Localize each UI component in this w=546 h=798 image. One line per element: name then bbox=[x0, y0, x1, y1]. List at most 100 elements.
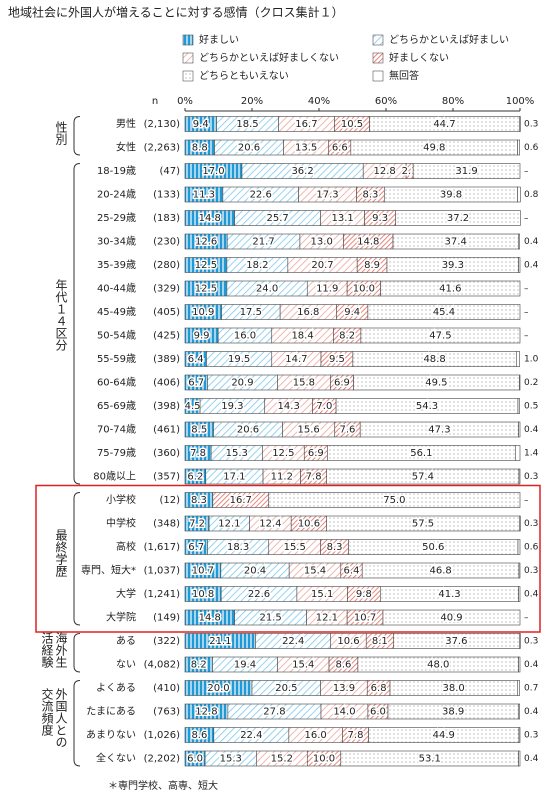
row-n: (2,202) bbox=[144, 754, 181, 765]
value-label: 6.0 bbox=[370, 707, 386, 718]
value-label: 49.8 bbox=[423, 143, 445, 154]
value-label: 8.2 bbox=[339, 331, 355, 342]
value-label: 40.9 bbox=[440, 613, 462, 624]
value-label: 20.5 bbox=[275, 683, 297, 694]
value-label: 0.8 bbox=[524, 190, 539, 200]
bar-segment bbox=[517, 680, 520, 696]
value-label: 0.3 bbox=[524, 566, 538, 576]
x-tick-label: 100% bbox=[506, 96, 535, 107]
row-n: (425) bbox=[153, 331, 180, 342]
bar-segment bbox=[518, 421, 521, 438]
value-label: 8.5 bbox=[191, 425, 207, 436]
value-label: 20.0 bbox=[207, 683, 229, 694]
value-label: 10.0 bbox=[313, 754, 335, 765]
value-label: 39.8 bbox=[440, 190, 462, 201]
value-label: 6.9 bbox=[308, 448, 324, 459]
value-label: 14.3 bbox=[278, 401, 300, 412]
bar-segment bbox=[518, 233, 520, 250]
row-label: 30-34歳 bbox=[97, 236, 136, 248]
row-n: (230) bbox=[153, 237, 180, 248]
value-label: 15.1 bbox=[311, 589, 333, 600]
value-label: 15.3 bbox=[226, 448, 248, 459]
value-label: 6.8 bbox=[371, 683, 387, 694]
value-label: 38.0 bbox=[443, 683, 465, 694]
row-n: (389) bbox=[153, 354, 180, 365]
group-label: 年代１４区分 bbox=[54, 278, 68, 351]
value-label: 11.3 bbox=[193, 190, 215, 201]
value-label: 12.5 bbox=[195, 284, 217, 295]
value-label: 0.4 bbox=[524, 660, 539, 670]
value-label: 0.6 bbox=[524, 543, 539, 553]
value-label: 12.8 bbox=[195, 707, 217, 718]
value-label: 19.5 bbox=[228, 354, 250, 365]
bar-segment bbox=[518, 703, 520, 720]
value-label: 14.0 bbox=[333, 707, 355, 718]
value-label: 8.3 bbox=[362, 190, 378, 201]
value-label: 10.9 bbox=[192, 307, 214, 318]
legend-swatch bbox=[182, 70, 194, 82]
value-label: 22.4 bbox=[240, 730, 262, 741]
value-label: 17.3 bbox=[316, 190, 338, 201]
value-label: 10.8 bbox=[192, 589, 214, 600]
bar-segment bbox=[518, 656, 521, 673]
row-label: 男性 bbox=[116, 117, 136, 130]
bar-segment bbox=[518, 257, 521, 273]
row-n: (1,617) bbox=[144, 542, 181, 553]
bar-segment bbox=[518, 727, 521, 743]
row-n: (149) bbox=[153, 613, 180, 624]
bar-segment bbox=[517, 139, 520, 156]
value-label: 13.9 bbox=[333, 683, 355, 694]
value-label: 37.6 bbox=[445, 636, 467, 647]
value-label: 20.9 bbox=[231, 378, 253, 389]
value-label: 14.7 bbox=[285, 354, 307, 365]
bar-segment bbox=[360, 327, 521, 344]
value-label: 18.2 bbox=[246, 260, 268, 271]
value-label: 16.0 bbox=[305, 730, 327, 741]
row-label: 全くない bbox=[96, 752, 136, 765]
value-label: 12.5 bbox=[195, 260, 217, 271]
value-label: 19.4 bbox=[234, 660, 256, 671]
footnote: ＊専門学校、高専、短大 bbox=[108, 779, 218, 792]
value-label: 9.4 bbox=[193, 119, 209, 130]
value-label: 14.8 bbox=[199, 613, 221, 624]
value-label: 10.6 bbox=[298, 519, 320, 530]
value-label: 8.3 bbox=[191, 495, 207, 506]
value-label: 39.3 bbox=[442, 260, 464, 271]
value-label: 8.2 bbox=[191, 660, 207, 671]
row-label: よくある bbox=[96, 682, 136, 694]
row-label: 小学校 bbox=[106, 493, 136, 506]
value-label: 15.4 bbox=[292, 660, 314, 671]
x-tick-label: 40% bbox=[308, 96, 330, 107]
value-label: 11.2 bbox=[271, 472, 293, 483]
value-label: 0.4 bbox=[524, 707, 539, 717]
value-label: 12.6 bbox=[195, 237, 217, 248]
row-label: ない bbox=[116, 659, 136, 671]
value-label: 0.4 bbox=[524, 261, 539, 271]
value-label: 48.8 bbox=[423, 354, 445, 365]
value-label: 12.1 bbox=[316, 613, 338, 624]
row-n: (398) bbox=[153, 401, 180, 412]
value-label: 21.1 bbox=[209, 636, 231, 647]
value-label: 57.5 bbox=[412, 519, 434, 530]
value-label: 4.5 bbox=[185, 401, 201, 412]
value-label: 15.5 bbox=[284, 542, 306, 553]
row-n: (1,037) bbox=[144, 566, 181, 577]
value-label: 15.4 bbox=[304, 566, 326, 577]
legend-swatch bbox=[372, 52, 384, 64]
value-label: 38.9 bbox=[442, 707, 464, 718]
legend-swatch bbox=[182, 34, 194, 46]
value-label: 47.5 bbox=[429, 331, 451, 342]
value-label: 18.5 bbox=[236, 119, 258, 130]
value-label: 10.6 bbox=[337, 636, 359, 647]
legend-label: どちらともいえない bbox=[199, 70, 289, 82]
group-label: 最終学歴 bbox=[54, 528, 68, 577]
row-label: 65-69歳 bbox=[97, 400, 136, 412]
value-label: 6.9 bbox=[334, 378, 350, 389]
legend-swatch bbox=[182, 52, 194, 64]
row-label: 大学 bbox=[116, 587, 136, 600]
bar-segment bbox=[519, 374, 521, 391]
value-label: – bbox=[524, 331, 529, 341]
value-label: – bbox=[524, 613, 529, 623]
row-n: (763) bbox=[153, 707, 180, 718]
